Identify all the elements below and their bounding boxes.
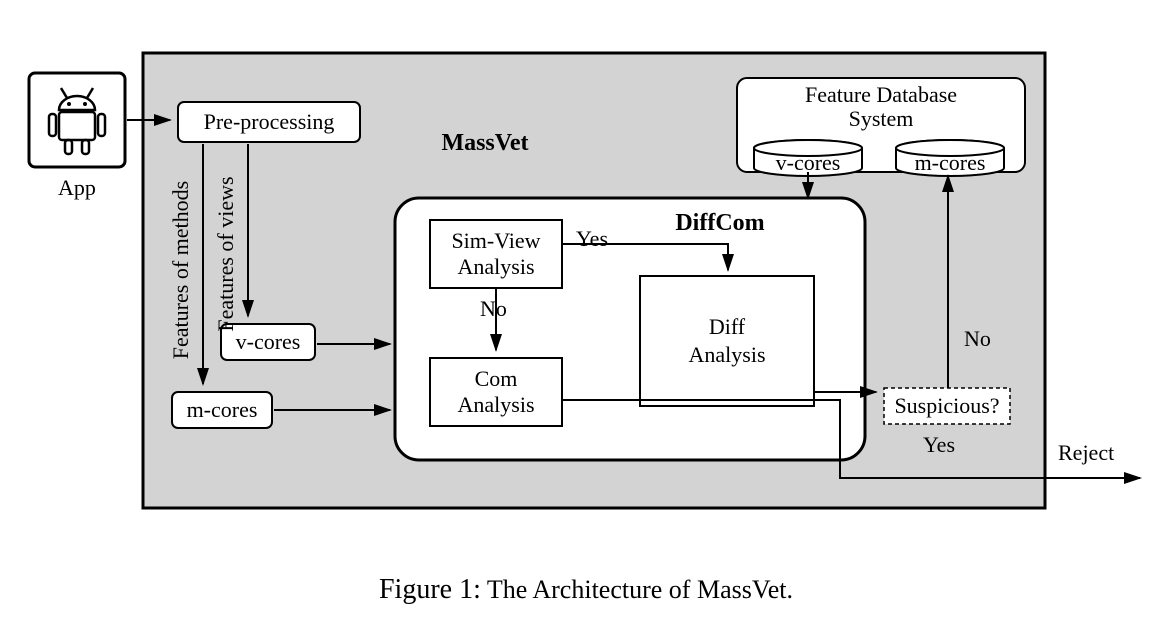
features-views-label: Features of views — [213, 176, 238, 331]
edge-label-yes-1: Yes — [576, 226, 608, 251]
svg-text:Pre-processing: Pre-processing — [204, 109, 335, 134]
reject-label: Reject — [1058, 440, 1114, 465]
features-methods-label: Features of methods — [168, 181, 193, 359]
svg-text:Diff: Diff — [709, 314, 746, 339]
diffcom-title: DiffCom — [675, 210, 764, 236]
app-icon-box — [29, 73, 125, 167]
svg-text:Analysis: Analysis — [458, 392, 535, 417]
db-mcore-cylinder: m-cores — [896, 140, 1004, 176]
svg-text:Suspicious?: Suspicious? — [894, 393, 999, 418]
svg-text:System: System — [849, 106, 914, 131]
edge-label-no-2: No — [964, 326, 991, 351]
svg-text:Sim-View: Sim-View — [451, 228, 540, 253]
diff-node — [640, 276, 814, 406]
svg-text:m-cores: m-cores — [187, 397, 258, 422]
svg-text:Feature Database: Feature Database — [805, 82, 957, 107]
svg-text:v-cores: v-cores — [236, 329, 301, 354]
app-label: App — [58, 175, 96, 200]
svg-text:Com: Com — [475, 366, 518, 391]
svg-text:Analysis: Analysis — [458, 254, 535, 279]
edge-label-yes-2: Yes — [923, 432, 955, 457]
massvet-title: MassVet — [441, 130, 528, 156]
svg-text:v-cores: v-cores — [776, 150, 841, 175]
svg-text:m-cores: m-cores — [915, 150, 986, 175]
diagram-root: MassVet App Pre-processing v-cores m-cores Fe… — [0, 0, 1172, 643]
figure-caption: Figure 1: The Architecture of MassVet. — [379, 574, 793, 605]
edge-label-no-1: No — [480, 296, 507, 321]
db-vcore-cylinder: v-cores — [754, 140, 862, 176]
svg-text:Analysis: Analysis — [689, 342, 766, 367]
